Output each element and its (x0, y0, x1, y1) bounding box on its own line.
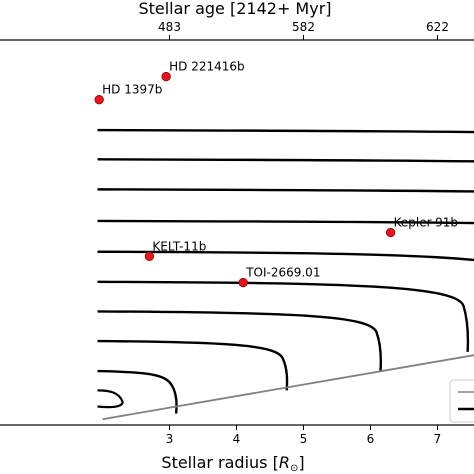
planet-label-kelt-11b: KELT-11b (152, 239, 206, 253)
top-tick-label: 483 (158, 20, 181, 34)
boundary-line (102, 354, 474, 421)
x-tick-label: 7 (434, 432, 442, 446)
x-tick-label: 6 (367, 432, 375, 446)
x-tick-label: 3 (166, 432, 174, 446)
planet-label-hd-1397b: HD 1397b (102, 83, 162, 97)
evolution-track-7 (97, 310, 383, 372)
planet-marker-kelt-11b (144, 251, 155, 262)
planet-label-toi-2669-01: TOI-2669.01 (245, 266, 320, 280)
top-axis-ticks: 483 582 622 (158, 20, 449, 40)
legend-frame (449, 379, 474, 423)
evolution-tracks (97, 128, 474, 414)
evolution-track-1 (97, 128, 474, 134)
top-axis-title: Stellar age [2142+ Myr] (138, 0, 331, 18)
evolution-track-hook (97, 389, 124, 409)
bottom-axis-ticks: 3456789 (166, 425, 442, 446)
x-tick-label: 4 (233, 432, 241, 446)
planet-label-hd-221416b: HD 221416b (169, 60, 245, 74)
planet-markers: HD 221416b HD 1397b Kepler-91b KELT-11b TOI-… (94, 60, 458, 288)
evolution-track-3 (97, 188, 474, 193)
planet-marker-toi-2669-01 (238, 277, 248, 288)
planet-marker-kepler-91b (385, 227, 396, 238)
planet-marker-hd-1397b (94, 95, 104, 105)
evolution-track-8 (97, 339, 289, 391)
evolution-track-2 (97, 158, 474, 163)
top-tick-label: 622 (426, 20, 449, 34)
legend-box (449, 379, 474, 423)
planet-marker-hd-221416b (161, 71, 171, 82)
top-tick-label: 582 (292, 20, 315, 34)
x-tick-label: 5 (300, 432, 308, 446)
boundary-line-group (102, 354, 474, 421)
evolution-track-5 (97, 250, 474, 262)
x-axis-title: Stellar radius [R⊙] (161, 453, 304, 474)
planet-label-kepler-91b: Kepler-91b (394, 216, 458, 230)
evolution-track-4 (97, 219, 474, 225)
